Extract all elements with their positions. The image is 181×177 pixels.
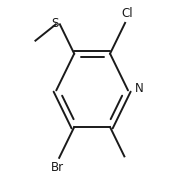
Text: N: N — [134, 82, 143, 95]
Text: Br: Br — [51, 161, 64, 174]
Text: S: S — [51, 17, 58, 30]
Text: Cl: Cl — [121, 7, 132, 20]
